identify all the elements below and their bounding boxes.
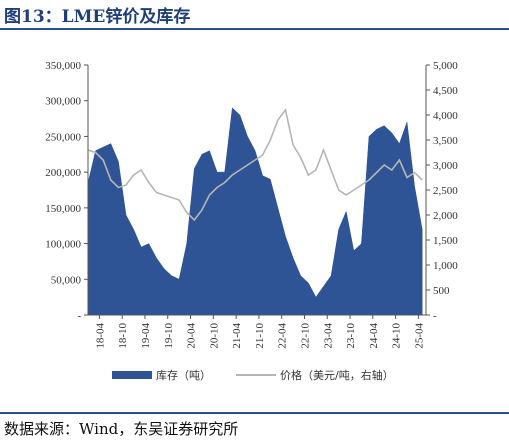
x-tick-label: 20-04: [186, 323, 198, 349]
x-tick-label: 25-04: [413, 323, 425, 349]
right-tick-label: 3,000: [433, 160, 458, 172]
inventory-area: [87, 107, 423, 316]
left-tick-label: 250,000: [45, 131, 81, 143]
x-tick-label: 18-04: [94, 323, 106, 349]
legend-label-inventory: 库存（吨）: [156, 368, 211, 382]
left-tick-label: 150,000: [45, 203, 81, 215]
right-tick-label: 1,000: [433, 260, 458, 272]
right-tick-label: 3,500: [433, 135, 458, 147]
legend-swatch-inventory: [112, 371, 152, 379]
right-tick-label: 5,000: [433, 60, 458, 72]
right-tick-label: 2,000: [433, 210, 458, 222]
left-tick-label: 200,000: [45, 167, 81, 179]
legend: 库存（吨） 价格（美元/吨，右轴）: [112, 368, 394, 382]
figure-title: 图13：LME锌价及库存: [4, 7, 191, 27]
x-tick-label: 24-10: [391, 323, 403, 349]
right-tick-label: 4,500: [433, 85, 458, 97]
right-tick-label: 1,500: [433, 235, 458, 247]
right-tick-label: -: [433, 310, 437, 322]
x-tick-label: 22-10: [299, 323, 311, 349]
title-rule: [0, 28, 509, 30]
plot-area: [87, 107, 423, 316]
chart: - 50,000 100,000 150,000 200,000 250,000 300,0…: [45, 60, 458, 382]
x-tick-label: 24-04: [368, 323, 380, 349]
x-tick-label: 18-10: [117, 323, 129, 349]
left-tick-label: 100,000: [45, 239, 81, 251]
source-rule: [0, 412, 509, 414]
x-tick-label: 23-04: [322, 323, 334, 349]
right-tick-label: 4,000: [433, 110, 458, 122]
axes: - 50,000 100,000 150,000 200,000 250,000 300,0…: [45, 60, 458, 349]
price-line: [87, 108, 423, 222]
x-tick-label: 20-10: [208, 323, 220, 349]
source-note: 数据来源：Wind，东吴证券研究所: [4, 420, 239, 438]
x-tick-label: 21-04: [231, 323, 243, 349]
x-tick-label: 23-10: [345, 323, 357, 349]
x-tick-label: 22-04: [277, 323, 289, 349]
left-tick-label: 350,000: [45, 60, 81, 72]
left-tick-label: 300,000: [45, 96, 81, 108]
left-tick-label: -: [77, 310, 81, 322]
legend-label-price: 价格（美元/吨，右轴）: [280, 368, 394, 382]
x-tick-label: 19-04: [140, 323, 152, 349]
right-tick-label: 500: [433, 285, 450, 297]
x-tick-label: 21-10: [254, 323, 266, 349]
left-tick-label: 50,000: [51, 274, 82, 286]
x-tick-label: 19-10: [163, 323, 175, 349]
right-tick-label: 2,500: [433, 185, 458, 197]
